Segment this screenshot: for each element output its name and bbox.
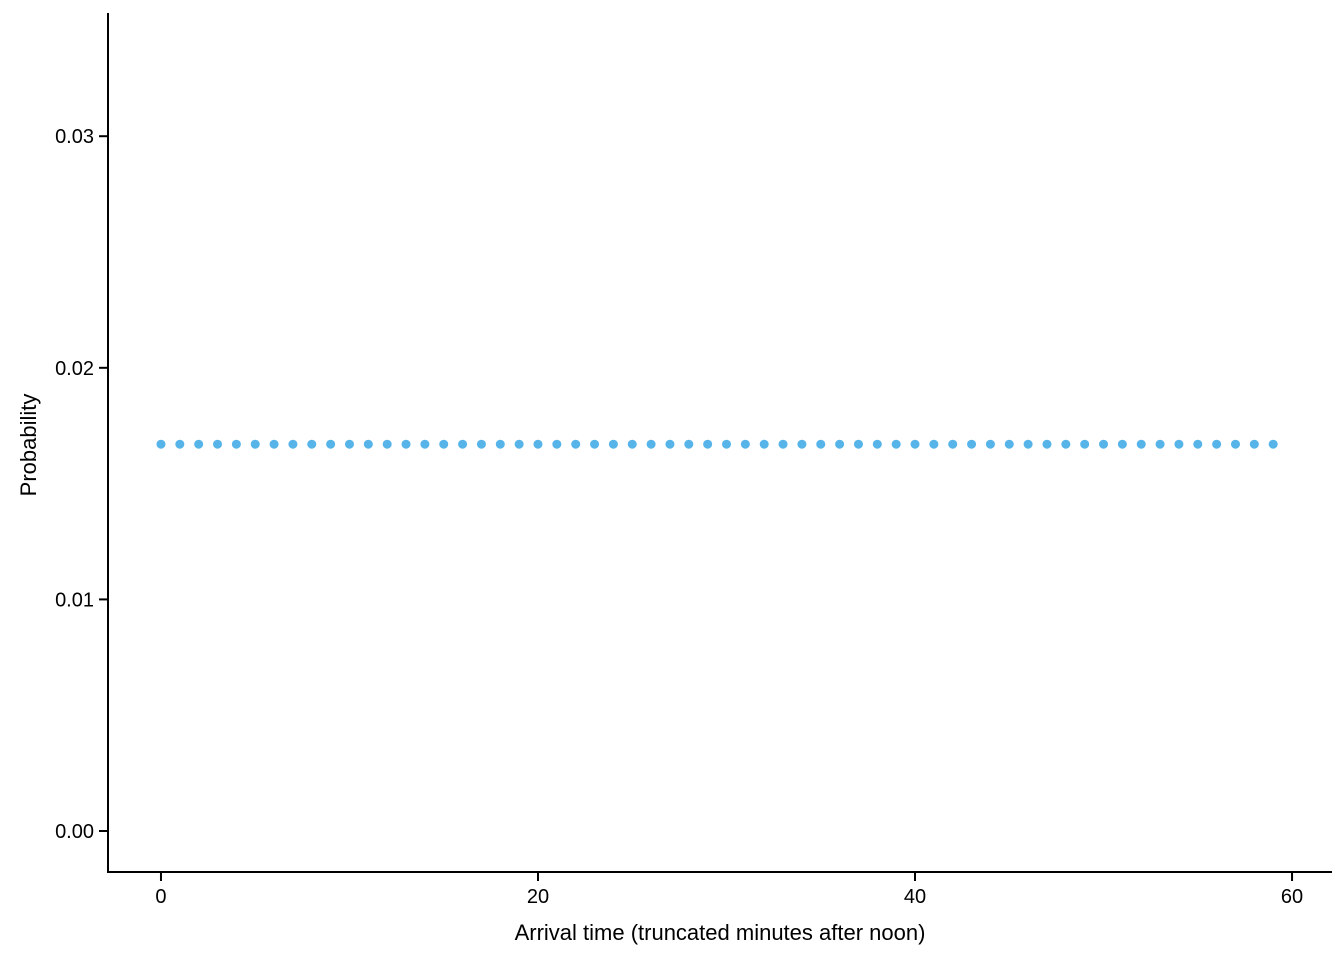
x-tick-label: 40 — [904, 886, 926, 908]
data-point — [1061, 439, 1071, 449]
data-point — [1080, 439, 1090, 449]
y-tick-label: 0.03 — [55, 126, 94, 148]
data-point — [797, 439, 807, 449]
data-point — [326, 439, 336, 449]
data-point — [872, 439, 882, 449]
data-point — [1117, 439, 1127, 449]
data-point — [1249, 439, 1259, 449]
data-point — [1136, 439, 1146, 449]
x-tick-label: 60 — [1281, 886, 1303, 908]
data-point — [1023, 439, 1033, 449]
data-point — [420, 439, 430, 449]
data-point — [382, 439, 392, 449]
data-point — [1268, 439, 1278, 449]
data-point — [476, 439, 486, 449]
data-point — [835, 439, 845, 449]
data-point — [1193, 439, 1203, 449]
data-points — [156, 439, 1278, 449]
x-tick-label: 20 — [527, 886, 549, 908]
data-point — [1174, 439, 1184, 449]
data-point — [1155, 439, 1165, 449]
y-axis-title: Probability — [16, 394, 41, 497]
data-point — [665, 439, 675, 449]
data-point — [495, 439, 505, 449]
data-point — [684, 439, 694, 449]
data-point — [439, 439, 449, 449]
data-point — [250, 439, 260, 449]
data-point — [646, 439, 656, 449]
data-point — [948, 439, 958, 449]
y-axis-ticks: 0.00 0.01 0.02 0.03 — [55, 126, 108, 843]
data-point — [363, 439, 373, 449]
data-point — [722, 439, 732, 449]
data-point — [213, 439, 223, 449]
data-point — [1230, 439, 1240, 449]
y-tick-label: 0.01 — [55, 589, 94, 611]
data-point — [1099, 439, 1109, 449]
data-point — [816, 439, 826, 449]
y-tick-label: 0.02 — [55, 358, 94, 380]
data-point — [910, 439, 920, 449]
data-point — [1212, 439, 1222, 449]
data-point — [156, 439, 166, 449]
data-point — [1004, 439, 1014, 449]
data-point — [985, 439, 995, 449]
data-point — [627, 439, 637, 449]
data-point — [288, 439, 298, 449]
data-point — [740, 439, 750, 449]
data-point — [231, 439, 241, 449]
data-point — [514, 439, 524, 449]
data-point — [608, 439, 618, 449]
x-tick-label: 0 — [155, 886, 166, 908]
data-point — [458, 439, 468, 449]
data-point — [703, 439, 713, 449]
data-point — [967, 439, 977, 449]
data-point — [759, 439, 769, 449]
data-point — [571, 439, 581, 449]
data-point — [175, 439, 185, 449]
x-axis-ticks: 0 20 40 60 — [155, 872, 1303, 908]
data-point — [929, 439, 939, 449]
data-point — [590, 439, 600, 449]
data-point — [344, 439, 354, 449]
data-point — [891, 439, 901, 449]
data-point — [401, 439, 411, 449]
x-axis-title: Arrival time (truncated minutes after no… — [515, 920, 926, 945]
data-point — [307, 439, 317, 449]
data-point — [853, 439, 863, 449]
data-point — [778, 439, 788, 449]
y-tick-label: 0.00 — [55, 821, 94, 843]
data-point — [194, 439, 204, 449]
data-point — [269, 439, 279, 449]
data-point — [533, 439, 543, 449]
data-point — [552, 439, 562, 449]
data-point — [1042, 439, 1052, 449]
